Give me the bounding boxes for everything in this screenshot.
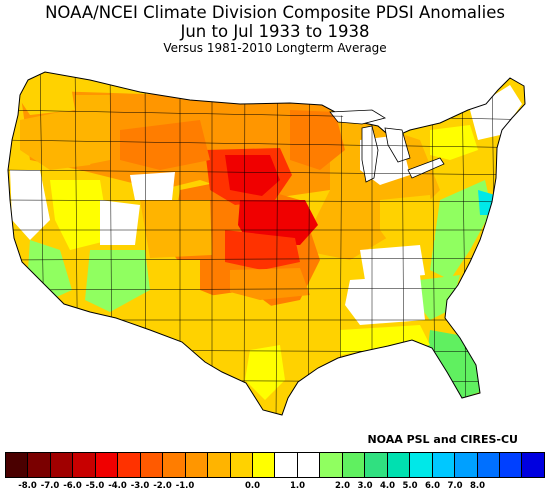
legend-tick-label: -6.0 — [63, 481, 82, 491]
legend-swatch — [140, 453, 164, 477]
legend-swatch — [163, 453, 186, 477]
region-florida-green — [428, 330, 480, 398]
lake-huron — [384, 127, 411, 163]
region-utah-white — [100, 200, 140, 245]
legend-tick-label: 5.0 — [402, 481, 418, 491]
legend-swatch — [95, 453, 119, 477]
legend-swatch — [73, 453, 96, 477]
region-montana-red — [120, 120, 210, 170]
legend-swatch — [342, 453, 366, 477]
region-nevada — [50, 180, 110, 250]
legend-tick-label: -3.0 — [130, 481, 150, 491]
division-borders — [8, 72, 525, 415]
legend-tick-label: 0.0 — [244, 481, 261, 491]
region-minnesota — [290, 110, 345, 170]
region-washington — [20, 80, 75, 115]
region-oklahoma — [230, 268, 310, 300]
legend-swatch — [499, 453, 523, 477]
legend-tick-label: 6.0 — [424, 481, 441, 491]
region-gulf-coast — [340, 325, 430, 355]
region-nebraska-red — [238, 200, 318, 245]
map-title-line-1: NOAA/NCEI Climate Division Composite PDS… — [45, 3, 505, 22]
legend-swatch — [6, 453, 29, 477]
region-ohio-valley — [380, 195, 435, 250]
region-california-north — [10, 170, 50, 240]
legend-swatch — [477, 453, 500, 477]
legend-swatch — [275, 453, 298, 477]
legend-swatch — [320, 453, 343, 477]
legend-tick-label: -7.0 — [40, 481, 60, 491]
color-legend — [5, 452, 545, 478]
legend-tick-label: 2.0 — [334, 481, 351, 491]
map-title-line-2: Jun to Jul 1933 to 1938 — [180, 22, 370, 41]
legend-tick-label: -5.0 — [85, 481, 105, 491]
region-idaho — [75, 95, 110, 165]
legend-swatch — [50, 453, 74, 477]
region-new-england — [470, 85, 522, 140]
legend-tick-label: 3.0 — [357, 481, 373, 491]
legend-tick-label: 4.0 — [379, 481, 396, 491]
legend-swatch — [455, 453, 478, 477]
region-southeast-white — [345, 275, 425, 325]
region-kansas-red — [225, 230, 300, 270]
legend-swatch — [208, 453, 231, 477]
lake-erie — [407, 157, 445, 179]
map-subtitle: Versus 1981-2010 Longterm Average — [163, 41, 387, 55]
region-new-york — [430, 125, 478, 160]
region-dakotas-core — [225, 155, 280, 196]
region-new-mexico — [150, 260, 200, 330]
region-arizona — [85, 250, 150, 312]
legend-swatch — [387, 453, 411, 477]
legend-tick-label: 7.0 — [447, 481, 463, 491]
credit-label: NOAA PSL and CIRES-CU — [367, 433, 518, 446]
legend-swatch — [252, 453, 276, 477]
legend-ticks: -8.0 -7.0 -6.0 -5.0 -4.0 -3.0 -2.0 -1.0 0.0 1.0 2.… — [5, 481, 545, 493]
legend-tick-label: -1.0 — [175, 481, 195, 491]
legend-swatch — [185, 453, 209, 477]
legend-tick-label: -8.0 — [18, 481, 37, 491]
legend-swatch — [365, 453, 388, 477]
region-wyoming-white — [130, 172, 175, 200]
legend-swatch — [118, 453, 141, 477]
legend-swatch — [432, 453, 456, 477]
region-kentucky-white — [360, 245, 425, 280]
legend-swatch — [297, 453, 321, 477]
lake-superior — [329, 109, 387, 125]
legend-tick-label: -2.0 — [153, 481, 172, 491]
region-south-texas — [245, 345, 285, 400]
legend-swatch — [28, 453, 51, 477]
region-colorado — [140, 200, 212, 258]
legend-tick-label: 8.0 — [469, 481, 486, 491]
legend-tick-label: -4.0 — [108, 481, 127, 491]
legend-swatch — [410, 453, 433, 477]
legend-swatch — [522, 453, 544, 477]
legend-swatch — [230, 453, 253, 477]
legend-tick-label: 1.0 — [289, 481, 306, 491]
